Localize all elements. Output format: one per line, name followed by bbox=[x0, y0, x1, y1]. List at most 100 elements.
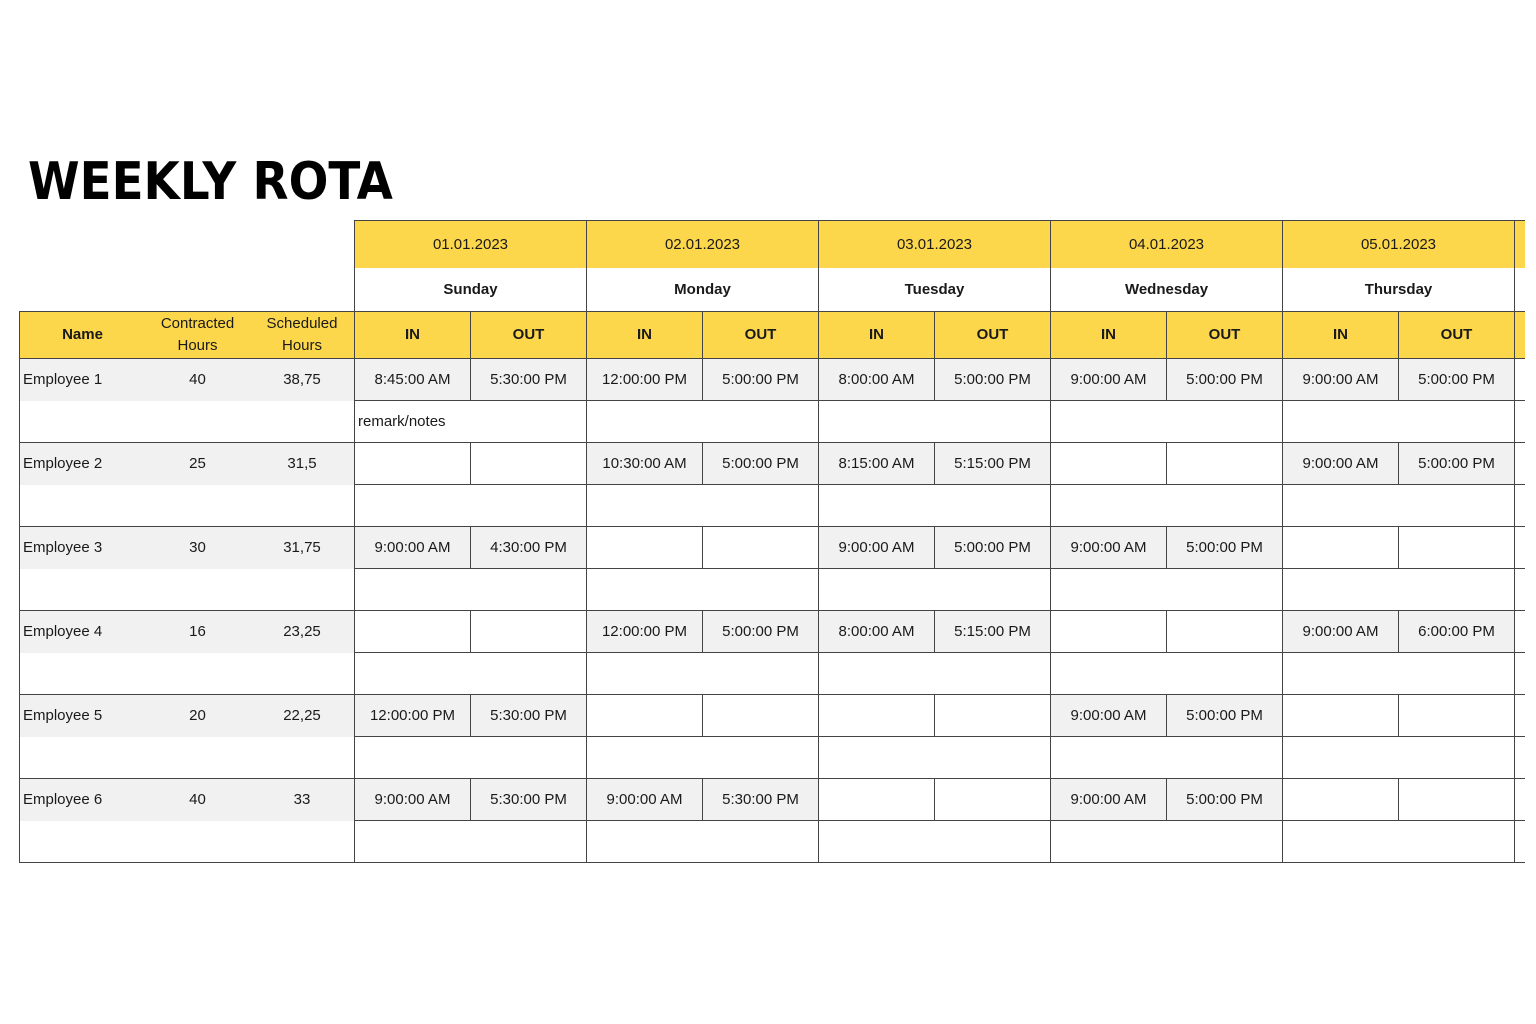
notes-cell[interactable]: remark/notes bbox=[354, 401, 586, 443]
shift-in-cell[interactable]: 12:00:00 PM bbox=[354, 695, 470, 737]
shift-out-cell[interactable]: 5:00:00 PM bbox=[934, 359, 1050, 401]
column-header-scheduled: Scheduled Hours bbox=[250, 311, 354, 359]
shift-out-cell[interactable]: 5:15:00 PM bbox=[934, 443, 1050, 485]
shift-in-cell[interactable]: 8:15:00 AM bbox=[818, 443, 934, 485]
notes-cell[interactable] bbox=[586, 737, 818, 779]
shift-in-cell[interactable]: 9:00:00 AM bbox=[354, 527, 470, 569]
notes-cell[interactable] bbox=[1050, 485, 1282, 527]
shift-in-cell[interactable]: 9:00:00 AM bbox=[586, 779, 702, 821]
day-name-header: Monday bbox=[586, 268, 818, 311]
shift-in-cell[interactable]: 9:00:00 AM bbox=[1050, 779, 1166, 821]
shift-in-cell[interactable]: 9:00:00 AM bbox=[354, 779, 470, 821]
shift-in-cell[interactable] bbox=[586, 695, 702, 737]
shift-in-cell[interactable]: 12:00:00 PM bbox=[586, 611, 702, 653]
day-date-header: 04.01.2023 bbox=[1050, 220, 1282, 268]
shift-in-cell[interactable]: 9:00:00 AM bbox=[1282, 611, 1398, 653]
notes-cell[interactable] bbox=[818, 653, 1050, 695]
notes-cell[interactable] bbox=[586, 653, 818, 695]
notes-cell[interactable] bbox=[1282, 569, 1514, 611]
notes-cell[interactable] bbox=[1282, 821, 1514, 863]
notes-cell[interactable] bbox=[586, 569, 818, 611]
notes-cell[interactable] bbox=[354, 653, 586, 695]
shift-in-cell[interactable]: 9:00:00 AM bbox=[1282, 443, 1398, 485]
shift-in-cell[interactable]: 9:00:00 AM bbox=[818, 527, 934, 569]
notes-cell[interactable] bbox=[1282, 653, 1514, 695]
shift-out-cell[interactable] bbox=[1398, 695, 1514, 737]
notes-cell[interactable] bbox=[818, 569, 1050, 611]
notes-cell[interactable] bbox=[1050, 737, 1282, 779]
shift-out-cell[interactable] bbox=[934, 695, 1050, 737]
notes-cell[interactable] bbox=[586, 485, 818, 527]
shift-out-cell[interactable]: 5:00:00 PM bbox=[702, 611, 818, 653]
shift-out-cell[interactable]: 5:30:00 PM bbox=[470, 695, 586, 737]
shift-out-cell[interactable]: 5:00:00 PM bbox=[702, 359, 818, 401]
shift-out-cell[interactable] bbox=[1398, 779, 1514, 821]
shift-in-cell[interactable] bbox=[1282, 527, 1398, 569]
day-date-header: 05.01.2023 bbox=[1282, 220, 1514, 268]
shift-in-cell[interactable] bbox=[586, 527, 702, 569]
scheduled-hours: 33 bbox=[250, 779, 354, 821]
shift-out-cell[interactable] bbox=[934, 779, 1050, 821]
shift-out-cell[interactable] bbox=[702, 527, 818, 569]
notes-cell[interactable] bbox=[354, 737, 586, 779]
shift-in-cell[interactable] bbox=[818, 779, 934, 821]
shift-out-cell[interactable]: 5:30:00 PM bbox=[470, 779, 586, 821]
notes-cell[interactable] bbox=[354, 821, 586, 863]
shift-in-cell[interactable] bbox=[1282, 779, 1398, 821]
shift-out-cell[interactable]: 5:00:00 PM bbox=[1398, 443, 1514, 485]
shift-in-cell[interactable]: 9:00:00 AM bbox=[1050, 527, 1166, 569]
shift-out-cell[interactable]: 6:00:00 PM bbox=[1398, 611, 1514, 653]
shift-out-cell[interactable]: 5:00:00 PM bbox=[1166, 695, 1282, 737]
shift-in-cell[interactable]: 8:00:00 AM bbox=[818, 611, 934, 653]
shift-out-cell[interactable]: 4:30:00 PM bbox=[470, 527, 586, 569]
notes-cell[interactable] bbox=[1282, 485, 1514, 527]
shift-in-cell[interactable] bbox=[1050, 611, 1166, 653]
shift-out-cell[interactable]: 5:00:00 PM bbox=[1166, 779, 1282, 821]
notes-cell[interactable] bbox=[818, 401, 1050, 443]
notes-cell[interactable] bbox=[1050, 821, 1282, 863]
shift-in-cell[interactable]: 12:00:00 PM bbox=[586, 359, 702, 401]
shift-in-cell[interactable]: 9:00:00 AM bbox=[1050, 695, 1166, 737]
partial-column-cell bbox=[1514, 653, 1525, 695]
partial-column-cell bbox=[1514, 821, 1525, 863]
notes-cell[interactable] bbox=[1050, 401, 1282, 443]
notes-cell[interactable] bbox=[354, 485, 586, 527]
notes-cell[interactable] bbox=[818, 737, 1050, 779]
notes-cell[interactable] bbox=[818, 821, 1050, 863]
employee-name: Employee 2 bbox=[19, 443, 145, 485]
shift-out-cell[interactable]: 5:30:00 PM bbox=[702, 779, 818, 821]
shift-in-cell[interactable] bbox=[818, 695, 934, 737]
shift-in-cell[interactable]: 8:45:00 AM bbox=[354, 359, 470, 401]
shift-in-cell[interactable] bbox=[1282, 695, 1398, 737]
shift-in-cell[interactable]: 8:00:00 AM bbox=[818, 359, 934, 401]
shift-out-cell[interactable] bbox=[1166, 443, 1282, 485]
shift-out-cell[interactable] bbox=[702, 695, 818, 737]
notes-cell[interactable] bbox=[586, 821, 818, 863]
notes-cell[interactable] bbox=[1050, 653, 1282, 695]
shift-out-cell[interactable]: 5:15:00 PM bbox=[934, 611, 1050, 653]
notes-cell[interactable] bbox=[586, 401, 818, 443]
shift-out-cell[interactable] bbox=[470, 443, 586, 485]
shift-out-cell[interactable]: 5:00:00 PM bbox=[702, 443, 818, 485]
shift-in-cell[interactable] bbox=[354, 611, 470, 653]
shift-out-cell[interactable]: 5:00:00 PM bbox=[1398, 359, 1514, 401]
notes-cell[interactable] bbox=[818, 485, 1050, 527]
shift-out-cell[interactable] bbox=[1166, 611, 1282, 653]
shift-out-cell[interactable]: 5:30:00 PM bbox=[470, 359, 586, 401]
shift-in-cell[interactable] bbox=[354, 443, 470, 485]
notes-cell[interactable] bbox=[1050, 569, 1282, 611]
shift-out-cell[interactable] bbox=[1398, 527, 1514, 569]
day-name-header: Tuesday bbox=[818, 268, 1050, 311]
shift-out-cell[interactable] bbox=[470, 611, 586, 653]
notes-cell[interactable] bbox=[354, 569, 586, 611]
shift-out-cell[interactable]: 5:00:00 PM bbox=[1166, 527, 1282, 569]
shift-out-cell[interactable]: 5:00:00 PM bbox=[934, 527, 1050, 569]
shift-in-cell[interactable]: 9:00:00 AM bbox=[1282, 359, 1398, 401]
shift-out-cell[interactable]: 5:00:00 PM bbox=[1166, 359, 1282, 401]
employee-name: Employee 6 bbox=[19, 779, 145, 821]
shift-in-cell[interactable]: 9:00:00 AM bbox=[1050, 359, 1166, 401]
notes-cell[interactable] bbox=[1282, 737, 1514, 779]
notes-cell[interactable] bbox=[1282, 401, 1514, 443]
shift-in-cell[interactable]: 10:30:00 AM bbox=[586, 443, 702, 485]
shift-in-cell[interactable] bbox=[1050, 443, 1166, 485]
